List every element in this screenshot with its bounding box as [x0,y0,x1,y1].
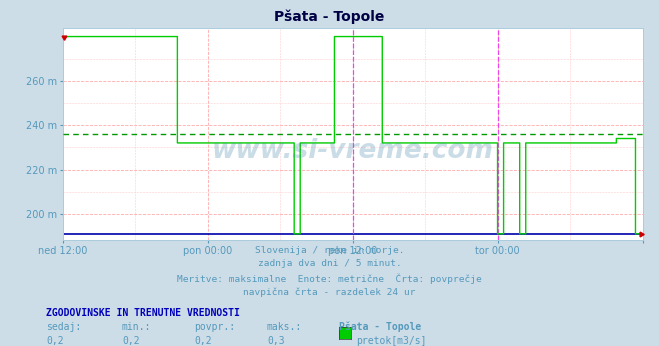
Text: Meritve: maksimalne  Enote: metrične  Črta: povprečje: Meritve: maksimalne Enote: metrične Črta… [177,273,482,284]
Text: 0,3: 0,3 [267,336,285,346]
Text: Slovenija / reke in morje.: Slovenija / reke in morje. [255,246,404,255]
Text: 0,2: 0,2 [194,336,212,346]
Text: zadnja dva dni / 5 minut.: zadnja dva dni / 5 minut. [258,260,401,268]
Text: povpr.:: povpr.: [194,322,235,332]
Text: pretok[m3/s]: pretok[m3/s] [356,336,426,346]
Text: 0,2: 0,2 [122,336,140,346]
Text: www.si-vreme.com: www.si-vreme.com [212,138,494,164]
Text: min.:: min.: [122,322,152,332]
Text: ZGODOVINSKE IN TRENUTNE VREDNOSTI: ZGODOVINSKE IN TRENUTNE VREDNOSTI [46,308,240,318]
Text: Pšata - Topole: Pšata - Topole [339,322,422,332]
Text: 0,2: 0,2 [46,336,64,346]
Text: navpična črta - razdelek 24 ur: navpična črta - razdelek 24 ur [243,287,416,297]
Text: Pšata - Topole: Pšata - Topole [274,10,385,24]
Text: sedaj:: sedaj: [46,322,81,332]
Text: maks.:: maks.: [267,322,302,332]
